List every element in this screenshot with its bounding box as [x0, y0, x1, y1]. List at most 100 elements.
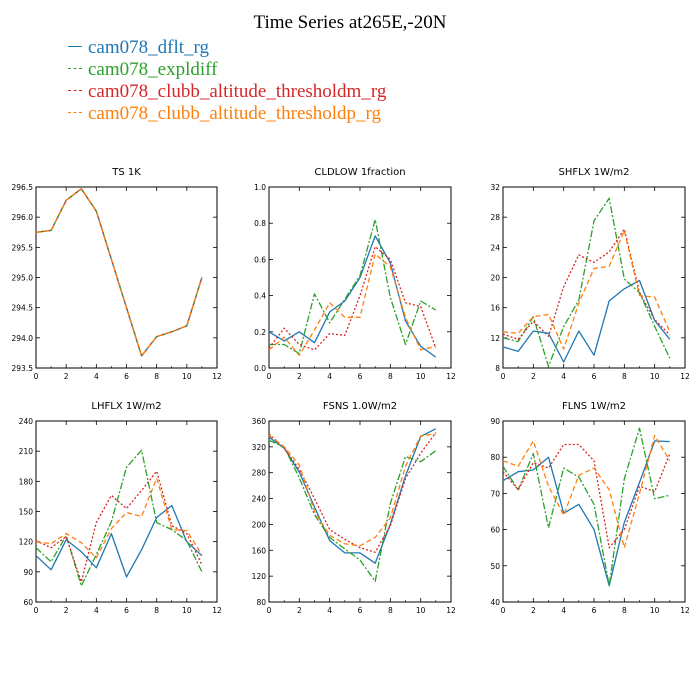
y-tick-label: 90	[23, 568, 33, 577]
y-tick-label: 295.0	[12, 274, 34, 283]
y-tick-label: 28	[490, 213, 500, 222]
x-tick-label: 6	[358, 606, 363, 615]
y-tick-label: 40	[490, 598, 500, 607]
y-tick-label: 0.4	[254, 292, 266, 301]
x-tick-label: 6	[124, 372, 129, 381]
legend-swatch-thresholdp	[68, 112, 82, 114]
series-line	[502, 434, 671, 549]
series-line	[35, 470, 203, 583]
x-tick-label: 6	[592, 606, 597, 615]
legend-item: cam078_dflt_rg	[68, 37, 386, 59]
series-line	[502, 197, 671, 368]
legend-label: cam078_clubb_altitude_thresholdp_rg	[88, 103, 382, 124]
chart-title: FSNS 1.0W/m2	[323, 401, 397, 412]
chart-title: LHFLX 1W/m2	[91, 401, 161, 412]
legend-swatch-expldiff	[68, 68, 82, 70]
plot-frame	[35, 420, 218, 603]
x-tick-label: 8	[622, 372, 627, 381]
x-tick-label: 6	[358, 372, 363, 381]
y-tick-label: 0.6	[254, 255, 266, 264]
y-tick-label: 160	[252, 546, 267, 555]
series-line	[35, 188, 203, 357]
page-title: Time Series at265E,-20N	[253, 12, 447, 33]
y-tick-label: 280	[252, 469, 267, 478]
y-tick-label: 200	[252, 520, 267, 529]
x-tick-label: 10	[416, 606, 426, 615]
x-tick-label: 0	[34, 372, 39, 381]
series-line	[502, 440, 670, 587]
plot-frame	[502, 186, 686, 369]
series-line	[502, 279, 671, 363]
x-tick-label: 12	[212, 372, 222, 381]
legend-item: cam078_clubb_altitude_thresholdm_rg	[68, 81, 386, 103]
x-tick-label: 0	[267, 606, 272, 615]
y-tick-label: 80	[256, 598, 266, 607]
series-line	[502, 443, 671, 549]
y-tick-label: 320	[252, 443, 267, 452]
chart-panel: LHFLX 1W/m2 0 2 4 6 8 10 12 60 90 120 150 180 210 240	[19, 401, 222, 615]
x-tick-label: 8	[388, 372, 393, 381]
series-line	[35, 188, 203, 357]
legend-swatch-thresholdm	[68, 90, 82, 92]
y-tick-label: 120	[19, 538, 34, 547]
x-tick-label: 0	[501, 606, 506, 615]
x-tick-label: 2	[531, 372, 536, 381]
x-tick-label: 10	[182, 372, 192, 381]
chart-panel: TS 1K 0 2 4 6 8 10 12 293.5 294.0 294.5 295.0 295.5 2…	[12, 167, 222, 381]
chart-title: TS 1K	[111, 167, 141, 178]
x-tick-label: 2	[64, 372, 69, 381]
series-line	[35, 477, 203, 559]
series-line	[268, 253, 436, 356]
x-tick-label: 8	[388, 606, 393, 615]
chart-title: CLDLOW 1fraction	[314, 167, 405, 178]
x-tick-label: 8	[154, 606, 159, 615]
y-tick-label: 12	[490, 334, 500, 343]
y-tick-label: 240	[252, 495, 267, 504]
y-tick-label: 1.0	[254, 183, 266, 192]
y-tick-label: 60	[23, 598, 33, 607]
chart-title: SHFLX 1W/m2	[559, 167, 630, 178]
y-tick-label: 90	[490, 417, 500, 426]
x-tick-label: 10	[182, 606, 192, 615]
y-tick-label: 50	[490, 562, 500, 571]
legend-label: cam078_dflt_rg	[88, 37, 210, 58]
x-tick-label: 6	[592, 372, 597, 381]
y-tick-label: 80	[490, 453, 500, 462]
x-tick-label: 0	[34, 606, 39, 615]
series-line	[268, 439, 437, 582]
y-tick-label: 240	[19, 417, 34, 426]
x-tick-label: 2	[297, 372, 302, 381]
x-tick-label: 0	[267, 372, 272, 381]
x-tick-label: 12	[680, 606, 690, 615]
y-tick-label: 0.2	[254, 328, 266, 337]
x-tick-label: 2	[64, 606, 69, 615]
y-tick-label: 24	[490, 243, 500, 252]
x-tick-label: 12	[212, 606, 222, 615]
y-tick-label: 295.5	[12, 243, 34, 252]
x-tick-label: 2	[297, 606, 302, 615]
chart-panel: FLNS 1W/m2 0 2 4 6 8 10 12 40 50 60 70 80 90	[490, 401, 690, 615]
series-line	[268, 235, 437, 358]
x-tick-label: 12	[446, 372, 456, 381]
x-tick-label: 4	[327, 606, 332, 615]
y-tick-label: 210	[19, 447, 34, 456]
x-tick-label: 12	[680, 372, 690, 381]
y-tick-label: 16	[490, 304, 500, 313]
x-tick-label: 10	[650, 372, 660, 381]
x-tick-label: 4	[94, 372, 99, 381]
y-tick-label: 70	[490, 489, 500, 498]
y-tick-label: 296.0	[12, 213, 34, 222]
series-line	[268, 433, 436, 547]
series-line	[502, 230, 671, 350]
y-tick-label: 360	[252, 417, 267, 426]
x-tick-label: 6	[124, 606, 129, 615]
x-tick-label: 4	[561, 372, 566, 381]
x-tick-label: 8	[622, 606, 627, 615]
series-line	[269, 218, 437, 355]
plot-frame	[35, 186, 218, 369]
y-tick-label: 296.5	[12, 183, 34, 192]
x-tick-label: 2	[531, 606, 536, 615]
series-line	[268, 428, 437, 564]
